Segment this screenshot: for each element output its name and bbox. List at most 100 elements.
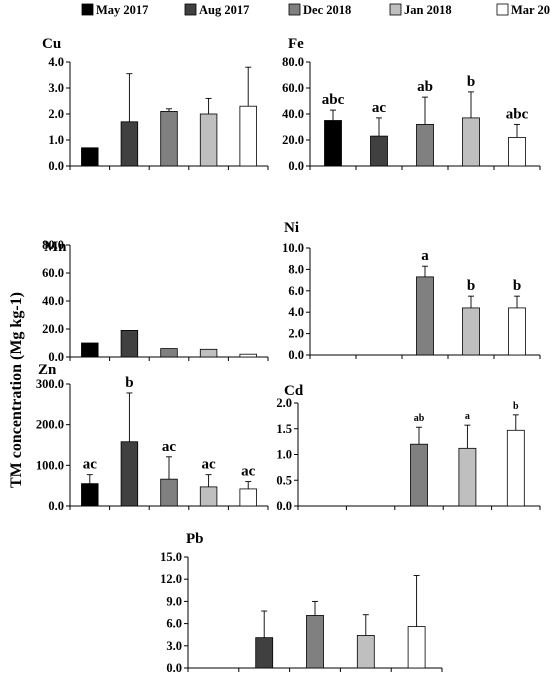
y-tick-label: 60.0: [42, 266, 64, 280]
bar: [508, 307, 526, 356]
legend-label: Mar 2018: [511, 3, 550, 17]
legend-swatch: [496, 3, 509, 16]
bar: [120, 329, 139, 358]
y-tick-label: 300.0: [36, 377, 64, 391]
significance-label: ac: [162, 439, 177, 455]
bar: [160, 478, 178, 507]
bar: [239, 488, 257, 507]
y-tick-label: 80.0: [282, 55, 304, 69]
y-tick-label: 0.0: [48, 350, 64, 364]
bar: [416, 276, 434, 356]
y-tick-label: 0.0: [166, 661, 182, 675]
significance-label: abc: [322, 92, 345, 108]
significance-label: a: [465, 411, 470, 422]
y-tick-label: 4.0: [288, 305, 304, 319]
panel-mn: Mn 0.0 20.0 40.0 60.0 80.0: [42, 238, 269, 364]
bar: [160, 111, 178, 167]
bar: [199, 113, 218, 167]
y-tick-label: 6.0: [288, 284, 304, 298]
bar: [81, 483, 99, 507]
bar: [370, 135, 388, 167]
bar: [458, 447, 477, 507]
y-tick-label: 12.0: [160, 572, 182, 586]
bar: [160, 348, 178, 358]
significance-label: ab: [414, 413, 425, 424]
panel-ni: Ni 0.0 2.0 4.0 6.0 8.0 10.0 a b b: [282, 220, 541, 362]
y-tick-label: 6.0: [166, 617, 182, 631]
y-tick-label: 60.0: [282, 81, 304, 95]
bar: [462, 117, 480, 167]
bar: [410, 443, 428, 507]
y-tick-label: 3.0: [166, 639, 182, 653]
y-tick-label: 1.0: [276, 448, 292, 462]
y-tick-label: 4.0: [48, 55, 64, 69]
legend-label: May 2017: [96, 3, 148, 17]
bar: [81, 342, 99, 358]
bar: [324, 120, 342, 167]
bar: [356, 635, 375, 669]
y-tick-label: 0.0: [276, 499, 292, 513]
panel-pb: Pb 0.0 3.0 6.0 9.0 12.0 15.0: [160, 531, 443, 675]
panel-title: Zn: [38, 362, 57, 378]
y-tick-label: 0.0: [48, 499, 64, 513]
y-tick-label: 2.0: [288, 327, 304, 341]
y-tick-label: 10.0: [282, 241, 304, 255]
panel-title: Cd: [284, 383, 304, 399]
y-tick-label: 20.0: [282, 133, 304, 147]
y-tick-label: 0.0: [288, 159, 304, 173]
legend-swatch: [184, 3, 197, 16]
panels: Cu0.01.02.03.04.0Fe0.020.040.060.080.0ab…: [36, 36, 541, 675]
y-tick-label: 20.0: [42, 322, 64, 336]
panel-zn: Zn 0.0 100.0 200.0 300.0 ac b ac ac ac: [36, 362, 269, 513]
significance-label: ab: [417, 79, 433, 95]
y-tick-label: 2.0: [276, 396, 292, 410]
bar: [506, 429, 525, 507]
panel-title: Cu: [42, 36, 61, 52]
bar: [508, 136, 526, 167]
bar: [407, 626, 426, 669]
significance-label: b: [467, 278, 475, 294]
y-tick-label: 40.0: [42, 294, 64, 308]
significance-label: b: [467, 74, 475, 90]
significance-label: a: [421, 248, 429, 264]
y-tick-label: 1.0: [48, 133, 64, 147]
y-tick-label: 9.0: [166, 594, 182, 608]
y-tick-label: 0.5: [276, 473, 292, 487]
y-tick-label: 2.0: [48, 107, 64, 121]
y-tick-label: 80.0: [42, 238, 64, 252]
significance-label: b: [513, 401, 519, 412]
y-tick-label: 1.5: [276, 422, 292, 436]
bar: [255, 637, 274, 669]
significance-label: ac: [202, 457, 217, 473]
bar: [416, 124, 434, 167]
panel-title: Fe: [288, 36, 304, 52]
panel-title: Mn: [44, 239, 67, 255]
bar: [199, 486, 218, 507]
legend: May 2017 Aug 2017 Dec 2018 Jan 2018 Mar 2018: [81, 3, 550, 17]
panel-title: Pb: [186, 531, 204, 547]
legend-label: Aug 2017: [199, 3, 249, 17]
legend-swatch: [288, 3, 301, 16]
y-tick-label: 3.0: [48, 81, 64, 95]
legend-label: Jan 2018: [404, 3, 452, 17]
legend-swatch: [81, 3, 94, 16]
bar: [239, 353, 257, 358]
y-tick-label: 40.0: [282, 107, 304, 121]
significance-label: b: [125, 375, 133, 391]
y-tick-label: 15.0: [160, 550, 182, 564]
legend-label: Dec 2018: [303, 3, 351, 17]
y-tick-label: 8.0: [288, 262, 304, 276]
bar: [239, 105, 257, 167]
legend-swatch: [389, 3, 402, 16]
y-tick-label: 0.0: [48, 159, 64, 173]
panel-cu: Cu 0.0 1.0 2.0 3.0 4.0: [42, 36, 269, 173]
y-tick-label: 0.0: [288, 348, 304, 362]
y-tick-label: 100.0: [36, 458, 64, 472]
significance-label: abc: [506, 106, 529, 122]
significance-label: b: [513, 278, 521, 294]
y-tick-label: 200.0: [36, 418, 64, 432]
bar: [199, 348, 218, 358]
bar: [120, 121, 139, 167]
significance-label: ac: [372, 100, 387, 116]
